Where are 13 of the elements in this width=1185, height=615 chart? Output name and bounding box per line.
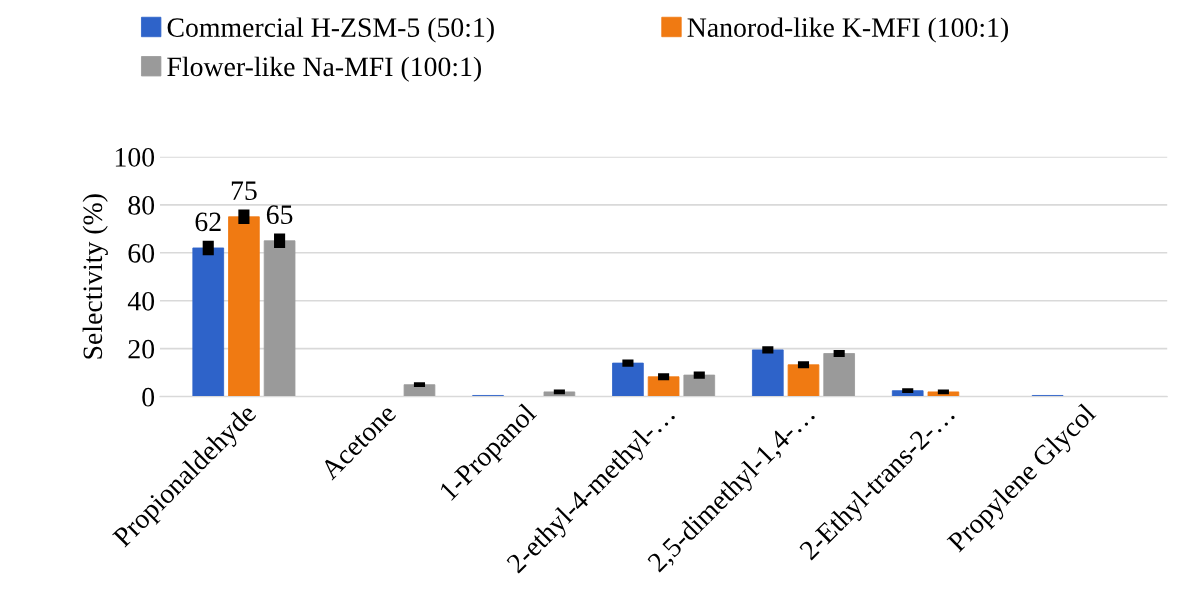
data-label: 75: [231, 181, 257, 201]
legend-label: Nanorod-like K-MFI (100:1): [687, 17, 1009, 43]
data-label: 65: [266, 205, 293, 225]
y-axis-title: Selectivity (%): [82, 194, 108, 359]
y-tick-label: 40: [127, 291, 155, 311]
y-tick-label: 60: [128, 243, 155, 263]
y-tick-label: 0: [142, 387, 155, 407]
data-label: 62: [195, 212, 221, 232]
y-tick-label: 100: [115, 147, 155, 167]
legend-label: Flower-like Na-MFI (100:1): [167, 56, 481, 82]
y-tick-label: 80: [128, 195, 155, 215]
legend-label: Commercial H-ZSM-5 (50:1): [167, 17, 494, 43]
y-tick-label: 20: [128, 339, 155, 359]
